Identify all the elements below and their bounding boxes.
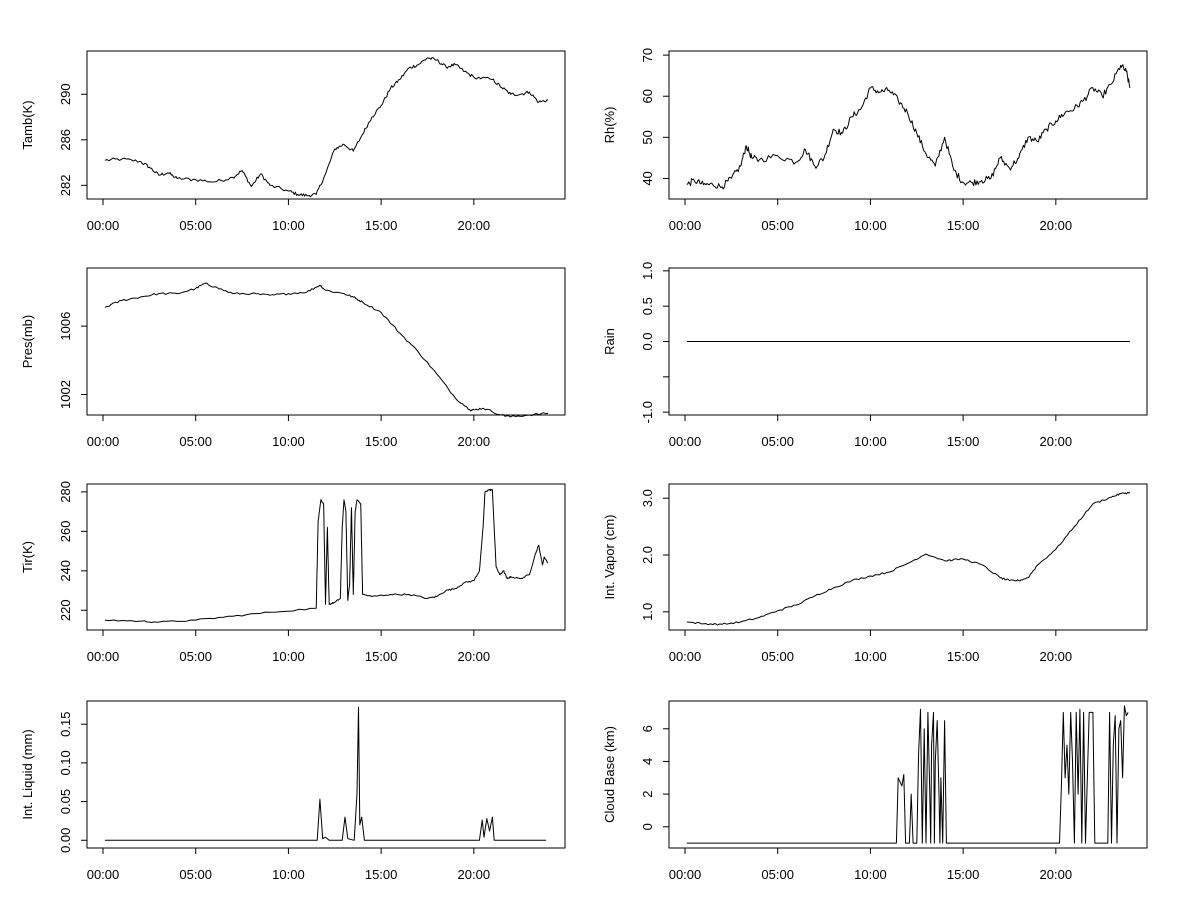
series-line [104,282,549,418]
y-tick-label: 50 [640,130,655,144]
plot-frame [668,50,1148,200]
x-tick-label: 05:00 [761,434,794,449]
x-tick-label: 15:00 [365,867,398,882]
y-tick-label: 220 [58,599,73,621]
plot-frame [668,700,1148,849]
x-tick-label: 05:00 [761,867,794,882]
x-tick-label: 05:00 [179,649,212,664]
x-tick-label: 00:00 [669,434,702,449]
series-line [686,491,1131,626]
x-tick-label: 15:00 [947,434,980,449]
x-tick-label: 00:00 [87,649,120,664]
x-tick-label: 05:00 [761,649,794,664]
plot-frame [668,483,1148,631]
y-tick-label: 2.0 [640,546,655,564]
x-tick-label: 15:00 [365,649,398,664]
y-tick-label: 4 [640,758,655,765]
x-tick-label: 05:00 [179,434,212,449]
x-tick-label: 15:00 [365,218,398,233]
y-tick-label: 40 [640,171,655,185]
panel-7: 00:00 05:00 10:00 15:00 20:00 0.00 0.05 0.10 0.1… [20,700,566,882]
x-tick-label: 05:00 [179,867,212,882]
x-tick-label: 00:00 [669,867,702,882]
series-line [104,706,547,841]
plot-frame [86,483,566,631]
y-tick-label: 290 [58,83,73,105]
x-tick-label: 20:00 [1040,867,1073,882]
panel-4: 00:00 05:00 10:00 15:00 20:00 -1.0 0.0 0.5 1.0 Ra… [602,262,1148,449]
x-tick-label: 00:00 [87,867,120,882]
x-tick-label: 20:00 [458,434,491,449]
x-tick-label: 10:00 [854,434,887,449]
y-tick-label: 0.15 [58,712,73,737]
y-tick-label: 260 [58,520,73,542]
x-tick-label: 20:00 [1040,218,1073,233]
panel-8: 00:00 05:00 10:00 15:00 20:00 0 2 4 6 Cloud Base … [602,700,1148,882]
y-tick-label: 1.0 [640,603,655,621]
y-axis-label: Pres(mb) [20,315,35,368]
x-tick-label: 20:00 [1040,649,1073,664]
plot-frame [86,700,566,849]
y-tick-label: 2 [640,790,655,797]
y-axis-label: Tir(K) [20,541,35,573]
panel-6: 00:00 05:00 10:00 15:00 20:00 1.0 2.0 3.0 Int. V… [602,483,1148,664]
panel-1: 00:00 05:00 10:00 15:00 20:00 282 286 290 Tamb(K… [20,50,566,233]
x-tick-label: 10:00 [272,867,305,882]
x-tick-label: 00:00 [87,218,120,233]
x-tick-label: 10:00 [854,649,887,664]
y-tick-label: 282 [58,174,73,196]
y-tick-label: 0.10 [58,750,73,775]
series-line [686,64,1131,190]
y-tick-label: 1006 [58,312,73,341]
x-tick-label: 00:00 [669,218,702,233]
y-tick-label: 1.0 [640,262,655,280]
plot-frame [86,50,566,200]
y-tick-label: 0.05 [58,789,73,814]
series-line [104,57,549,198]
x-tick-label: 10:00 [854,218,887,233]
y-tick-label: 286 [58,129,73,151]
y-tick-label: -1.0 [640,401,655,423]
panel-3: 00:00 05:00 10:00 15:00 20:00 1002 1006 Pres(mb… [20,267,566,449]
series-line [104,488,549,623]
x-tick-label: 20:00 [458,649,491,664]
x-tick-label: 10:00 [272,434,305,449]
x-tick-label: 20:00 [458,218,491,233]
y-tick-label: 280 [58,481,73,503]
x-tick-label: 15:00 [947,218,980,233]
x-tick-label: 10:00 [272,649,305,664]
plot-frame [86,267,566,416]
series-line [686,705,1129,844]
y-tick-label: 60 [640,89,655,103]
y-axis-label: Tamb(K) [20,100,35,149]
y-axis-label: Int. Liquid (mm) [20,729,35,819]
y-tick-label: 1002 [58,380,73,409]
y-tick-label: 240 [58,560,73,582]
y-axis-label: Rh(%) [602,107,617,144]
x-tick-label: 15:00 [365,434,398,449]
x-tick-label: 15:00 [947,867,980,882]
y-tick-label: 0.00 [58,828,73,853]
y-tick-label: 0.5 [640,297,655,315]
x-tick-label: 10:00 [854,867,887,882]
x-tick-label: 20:00 [458,867,491,882]
x-tick-label: 10:00 [272,218,305,233]
y-tick-label: 70 [640,48,655,62]
panel-5: 00:00 05:00 10:00 15:00 20:00 220 240 260 280 Tir… [20,481,566,664]
x-tick-label: 00:00 [87,434,120,449]
x-tick-label: 05:00 [179,218,212,233]
x-tick-label: 20:00 [1040,434,1073,449]
x-tick-label: 00:00 [669,649,702,664]
y-axis-label: Cloud Base (km) [602,726,617,823]
y-tick-label: 3.0 [640,489,655,507]
y-axis-label: Rain [602,328,617,355]
y-tick-label: 0 [640,823,655,830]
x-tick-label: 05:00 [761,218,794,233]
y-axis-label: Int. Vapor (cm) [602,514,617,599]
y-tick-label: 6 [640,725,655,732]
y-tick-label: 0.0 [640,332,655,350]
x-tick-label: 15:00 [947,649,980,664]
panel-2: 00:00 05:00 10:00 15:00 20:00 40 50 60 70 Rh(%) [602,48,1148,233]
